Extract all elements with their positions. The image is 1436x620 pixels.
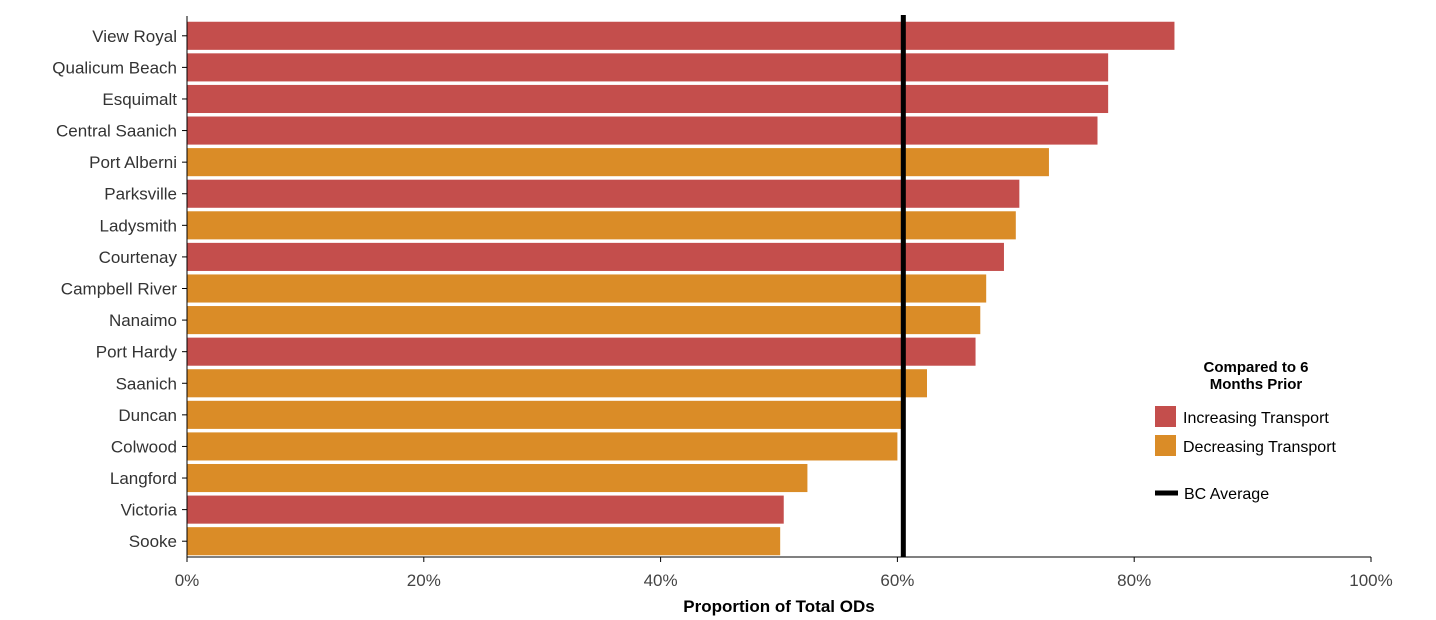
bar-view-royal (187, 21, 1175, 50)
legend: Compared to 6 Months Prior Increasing Tr… (1155, 359, 1337, 503)
category-label: Duncan (118, 406, 177, 425)
category-label: Parksville (104, 185, 177, 204)
x-axis-ticks: 0% 20% 40% 60% 80% 100% (175, 557, 1393, 590)
category-label: Central Saanich (56, 122, 177, 141)
bar-port-alberni (187, 148, 1049, 177)
bar-colwood (187, 432, 898, 461)
bar-port-hardy (187, 337, 976, 366)
category-label: Nanaimo (109, 311, 177, 330)
category-label: Saanich (116, 374, 177, 393)
bars-group (187, 21, 1175, 556)
category-label: View Royal (92, 27, 177, 46)
x-tick-label: 40% (644, 571, 678, 590)
category-label: Colwood (111, 437, 177, 456)
bar-ladysmith (187, 211, 1016, 240)
legend-label-increasing: Increasing Transport (1183, 410, 1329, 427)
legend-title-line2: Months Prior (1210, 376, 1303, 393)
category-label: Port Alberni (89, 153, 177, 172)
x-tick-label: 100% (1349, 571, 1392, 590)
category-label: Victoria (121, 501, 178, 520)
bar-saanich (187, 369, 927, 398)
category-labels: View Royal Qualicum Beach Esquimalt Central… (52, 27, 187, 551)
bar-esquimalt (187, 84, 1109, 114)
legend-swatch-increasing (1155, 406, 1176, 427)
category-label: Langford (110, 469, 177, 488)
x-tick-label: 80% (1117, 571, 1151, 590)
bar-parksville (187, 179, 1020, 208)
legend-swatch-decreasing (1155, 435, 1176, 456)
bar-langford (187, 463, 808, 493)
bar-duncan (187, 400, 901, 429)
legend-title-line1: Compared to 6 (1203, 359, 1308, 376)
bar-qualicum-beach (187, 53, 1109, 82)
category-label: Sooke (129, 532, 177, 551)
category-label: Esquimalt (102, 90, 177, 109)
x-tick-label: 0% (175, 571, 200, 590)
category-label: Qualicum Beach (52, 58, 177, 77)
bar-sooke (187, 527, 781, 556)
category-label: Campbell River (61, 280, 178, 299)
bar-victoria (187, 495, 784, 524)
bar-courtenay (187, 242, 1004, 271)
legend-label-decreasing: Decreasing Transport (1183, 439, 1337, 456)
bar-campbell-river (187, 274, 987, 303)
bar-nanaimo (187, 306, 981, 335)
legend-label-bc-average: BC Average (1184, 486, 1269, 503)
x-axis-title: Proportion of Total ODs (683, 597, 874, 616)
category-label: Port Hardy (96, 343, 178, 362)
x-tick-label: 60% (880, 571, 914, 590)
category-label: Courtenay (99, 248, 178, 267)
x-tick-label: 20% (407, 571, 441, 590)
bar-central-saanich (187, 116, 1098, 145)
category-label: Ladysmith (100, 216, 177, 235)
